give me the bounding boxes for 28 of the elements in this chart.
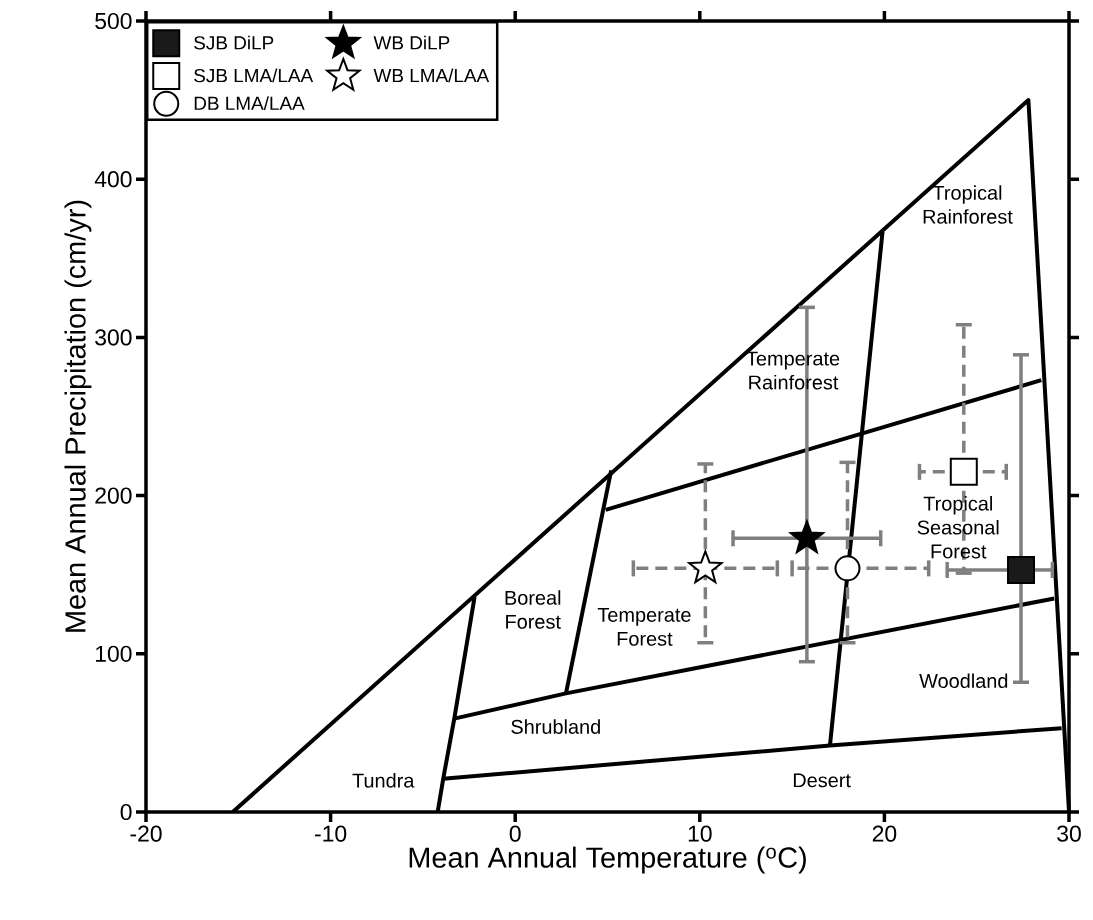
annotation: Boreal Forest — [505, 590, 561, 629]
legend-label: WB LMA/LAA — [373, 68, 490, 83]
y-tick-label: 300 — [95, 329, 132, 346]
x-tick-label: 0 — [509, 825, 521, 842]
legend-label: SJB DiLP — [194, 35, 274, 50]
annotation: Tropical Seasonal Forest — [917, 496, 999, 559]
annotation: Woodland — [919, 673, 1008, 688]
x-axis-title: Mean Annual Temperature ($^{o}$C) — [409, 846, 806, 874]
y-tick-label: 400 — [94, 171, 132, 188]
annotation: Desert — [793, 773, 851, 788]
x-tick-label: 20 — [872, 825, 897, 842]
annotation: Tundra — [352, 773, 415, 788]
y-tick-label: 0 — [120, 803, 132, 821]
legend-label: WB DiLP — [373, 35, 450, 50]
y-tick-label: 500 — [95, 12, 132, 30]
x-tick-label: -20 — [130, 825, 162, 842]
legend-label: SJB LMA/LAA — [194, 68, 314, 83]
x-tick-label: 10 — [688, 825, 712, 842]
x-tick-label: 30 — [1057, 825, 1081, 842]
annotation: Temperate Rainforest — [746, 351, 840, 390]
y-axis-title: Mean Annual Precipitation (cm/yr) — [64, 200, 92, 632]
legend-label: DB LMA/LAA — [194, 96, 305, 111]
annotation: Temperate Forest — [597, 608, 691, 646]
annotation: Tropical Rainforest — [923, 185, 1013, 224]
y-tick-label: 200 — [95, 487, 132, 504]
x-tick-label: -10 — [315, 825, 347, 842]
annotation: Shrubland — [511, 719, 600, 734]
y-tick-label: 100 — [96, 645, 132, 662]
